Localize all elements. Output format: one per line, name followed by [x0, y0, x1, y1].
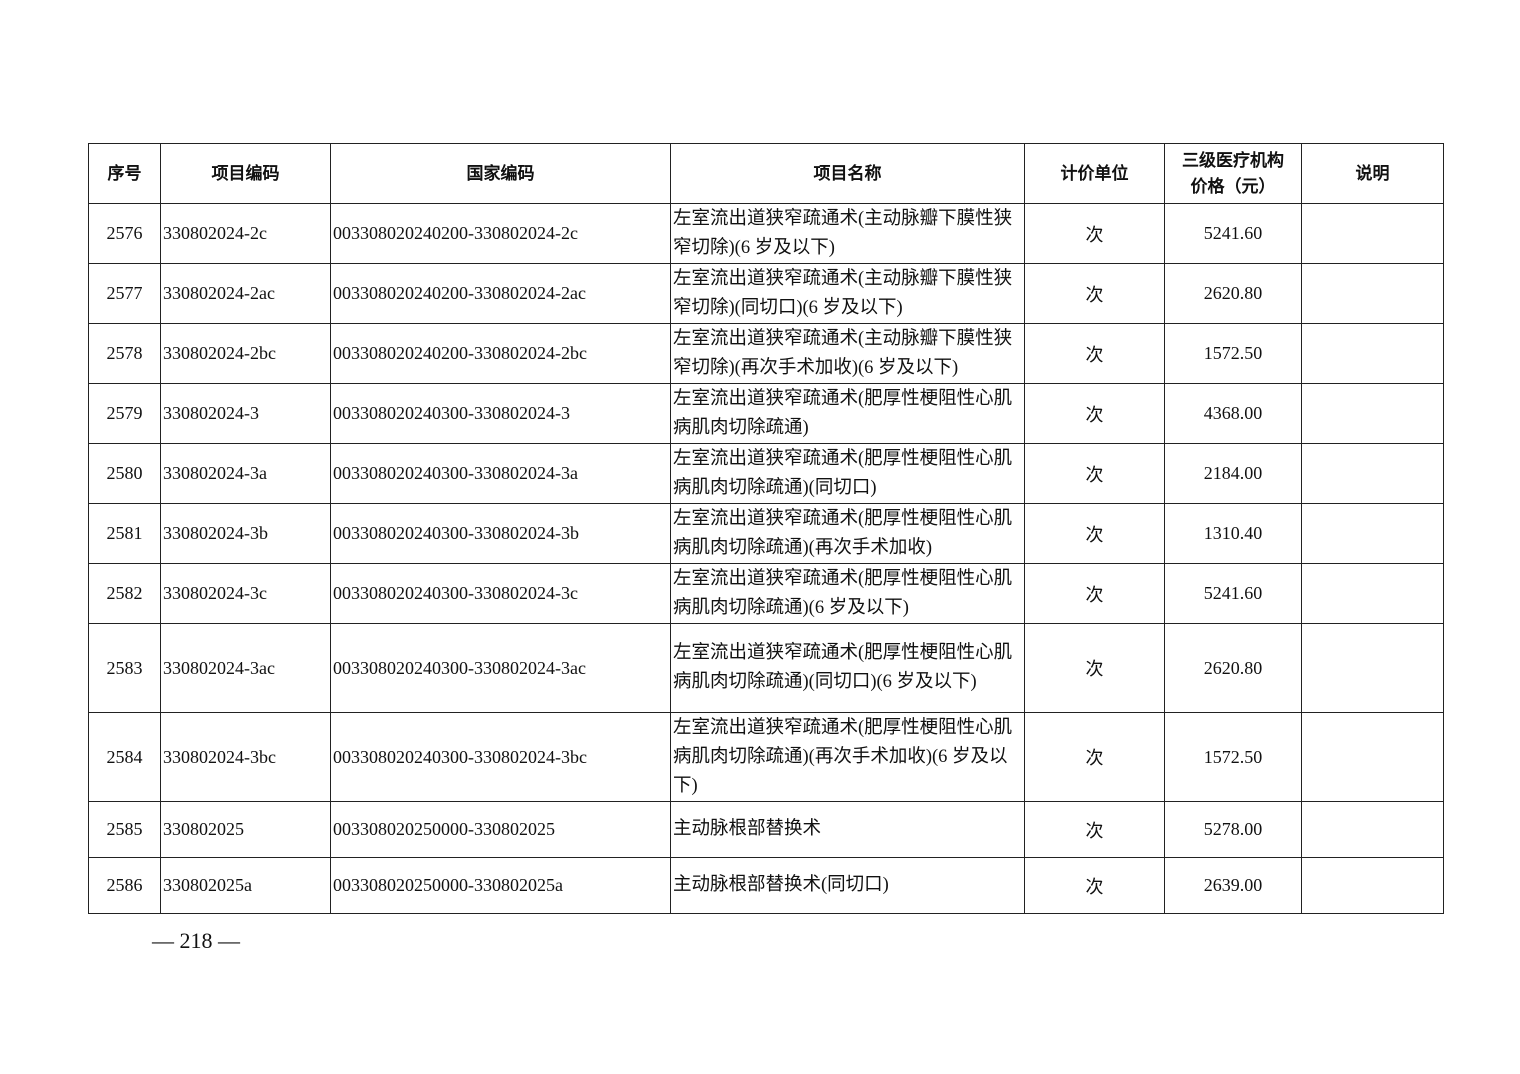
- price-table: 序号 项目编码 国家编码 项目名称 计价单位 三级医疗机构价格（元） 说明 25…: [88, 143, 1444, 914]
- cell-note: [1301, 857, 1444, 914]
- table-row: 2586 330802025a 003308020250000-330802025a…: [88, 857, 1444, 914]
- cell-price: 2184.00: [1164, 443, 1302, 504]
- cell-national-code: 003308020240300-330802024-3: [330, 383, 671, 444]
- cell-no: 2586: [88, 857, 161, 914]
- cell-name: 左室流出道狭窄疏通术(肥厚性梗阻性心肌病肌肉切除疏通)(6 岁及以下): [670, 563, 1025, 624]
- cell-unit: 次: [1024, 203, 1165, 264]
- cell-code: 330802025a: [160, 857, 331, 914]
- cell-code: 330802024-3ac: [160, 623, 331, 713]
- cell-note: [1301, 323, 1444, 384]
- cell-price: 5241.60: [1164, 563, 1302, 624]
- cell-national-code: 003308020250000-330802025a: [330, 857, 671, 914]
- cell-national-code: 003308020240200-330802024-2ac: [330, 263, 671, 324]
- table-row: 2576 330802024-2c 003308020240200-33080202…: [88, 203, 1444, 264]
- cell-national-code: 003308020240200-330802024-2bc: [330, 323, 671, 384]
- cell-unit: 次: [1024, 712, 1165, 802]
- cell-name: 左室流出道狭窄疏通术(主动脉瓣下膜性狭窄切除)(6 岁及以下): [670, 203, 1025, 264]
- cell-national-code: 003308020240300-330802024-3c: [330, 563, 671, 624]
- cell-name: 左室流出道狭窄疏通术(主动脉瓣下膜性狭窄切除)(再次手术加收)(6 岁及以下): [670, 323, 1025, 384]
- table-row: 2580 330802024-3a 003308020240300-33080202…: [88, 443, 1444, 504]
- header-name: 项目名称: [670, 143, 1025, 204]
- cell-price: 5241.60: [1164, 203, 1302, 264]
- cell-code: 330802025: [160, 801, 331, 858]
- cell-code: 330802024-3c: [160, 563, 331, 624]
- cell-code: 330802024-2bc: [160, 323, 331, 384]
- cell-note: [1301, 712, 1444, 802]
- cell-no: 2576: [88, 203, 161, 264]
- cell-note: [1301, 503, 1444, 564]
- cell-unit: 次: [1024, 623, 1165, 713]
- cell-name: 左室流出道狭窄疏通术(肥厚性梗阻性心肌病肌肉切除疏通)(再次手术加收): [670, 503, 1025, 564]
- header-price: 三级医疗机构价格（元）: [1164, 143, 1302, 204]
- cell-unit: 次: [1024, 857, 1165, 914]
- cell-price: 1572.50: [1164, 712, 1302, 802]
- header-national-code: 国家编码: [330, 143, 671, 204]
- cell-unit: 次: [1024, 801, 1165, 858]
- cell-price: 5278.00: [1164, 801, 1302, 858]
- cell-name: 左室流出道狭窄疏通术(主动脉瓣下膜性狭窄切除)(同切口)(6 岁及以下): [670, 263, 1025, 324]
- cell-unit: 次: [1024, 443, 1165, 504]
- cell-no: 2578: [88, 323, 161, 384]
- table-row: 2579 330802024-3 003308020240300-330802024…: [88, 383, 1444, 444]
- cell-price: 2639.00: [1164, 857, 1302, 914]
- cell-name: 左室流出道狭窄疏通术(肥厚性梗阻性心肌病肌肉切除疏通)(再次手术加收)(6 岁及…: [670, 712, 1025, 802]
- cell-no: 2580: [88, 443, 161, 504]
- cell-no: 2585: [88, 801, 161, 858]
- cell-no: 2583: [88, 623, 161, 713]
- cell-code: 330802024-2c: [160, 203, 331, 264]
- table-row: 2582 330802024-3c 003308020240300-33080202…: [88, 563, 1444, 624]
- cell-no: 2582: [88, 563, 161, 624]
- cell-national-code: 003308020240300-330802024-3ac: [330, 623, 671, 713]
- table-row: 2585 330802025 003308020250000-330802025 主动…: [88, 801, 1444, 858]
- cell-no: 2584: [88, 712, 161, 802]
- cell-unit: 次: [1024, 563, 1165, 624]
- cell-unit: 次: [1024, 323, 1165, 384]
- cell-national-code: 003308020240200-330802024-2c: [330, 203, 671, 264]
- cell-unit: 次: [1024, 263, 1165, 324]
- cell-no: 2579: [88, 383, 161, 444]
- cell-note: [1301, 443, 1444, 504]
- cell-name: 左室流出道狭窄疏通术(肥厚性梗阻性心肌病肌肉切除疏通)(同切口): [670, 443, 1025, 504]
- cell-no: 2577: [88, 263, 161, 324]
- cell-price: 1310.40: [1164, 503, 1302, 564]
- header-code: 项目编码: [160, 143, 331, 204]
- page-number: — 218 —: [152, 928, 240, 953]
- cell-unit: 次: [1024, 383, 1165, 444]
- table-row: 2578 330802024-2bc 003308020240200-3308020…: [88, 323, 1444, 384]
- cell-code: 330802024-3b: [160, 503, 331, 564]
- cell-note: [1301, 623, 1444, 713]
- cell-national-code: 003308020240300-330802024-3a: [330, 443, 671, 504]
- table-row: 2583 330802024-3ac 003308020240300-3308020…: [88, 623, 1444, 713]
- header-row: 序号 项目编码 国家编码 项目名称 计价单位 三级医疗机构价格（元） 说明: [88, 143, 1444, 204]
- table-row: 2584 330802024-3bc 003308020240300-3308020…: [88, 712, 1444, 802]
- cell-note: [1301, 263, 1444, 324]
- cell-name: 左室流出道狭窄疏通术(肥厚性梗阻性心肌病肌肉切除疏通)(同切口)(6 岁及以下): [670, 623, 1025, 713]
- cell-unit: 次: [1024, 503, 1165, 564]
- cell-no: 2581: [88, 503, 161, 564]
- cell-code: 330802024-3a: [160, 443, 331, 504]
- cell-price: 2620.80: [1164, 623, 1302, 713]
- cell-code: 330802024-3: [160, 383, 331, 444]
- cell-name: 主动脉根部替换术(同切口): [670, 857, 1025, 914]
- cell-name: 主动脉根部替换术: [670, 801, 1025, 858]
- cell-price: 4368.00: [1164, 383, 1302, 444]
- cell-price: 2620.80: [1164, 263, 1302, 324]
- cell-name: 左室流出道狭窄疏通术(肥厚性梗阻性心肌病肌肉切除疏通): [670, 383, 1025, 444]
- cell-note: [1301, 203, 1444, 264]
- header-price-label: 三级医疗机构价格（元）: [1182, 150, 1284, 197]
- cell-national-code: 003308020240300-330802024-3b: [330, 503, 671, 564]
- cell-national-code: 003308020240300-330802024-3bc: [330, 712, 671, 802]
- cell-code: 330802024-2ac: [160, 263, 331, 324]
- cell-note: [1301, 563, 1444, 624]
- cell-code: 330802024-3bc: [160, 712, 331, 802]
- header-no: 序号: [88, 143, 161, 204]
- cell-price: 1572.50: [1164, 323, 1302, 384]
- header-unit: 计价单位: [1024, 143, 1165, 204]
- table-row: 2577 330802024-2ac 003308020240200-3308020…: [88, 263, 1444, 324]
- cell-national-code: 003308020250000-330802025: [330, 801, 671, 858]
- table-row: 2581 330802024-3b 003308020240300-33080202…: [88, 503, 1444, 564]
- header-note: 说明: [1301, 143, 1444, 204]
- cell-note: [1301, 801, 1444, 858]
- cell-note: [1301, 383, 1444, 444]
